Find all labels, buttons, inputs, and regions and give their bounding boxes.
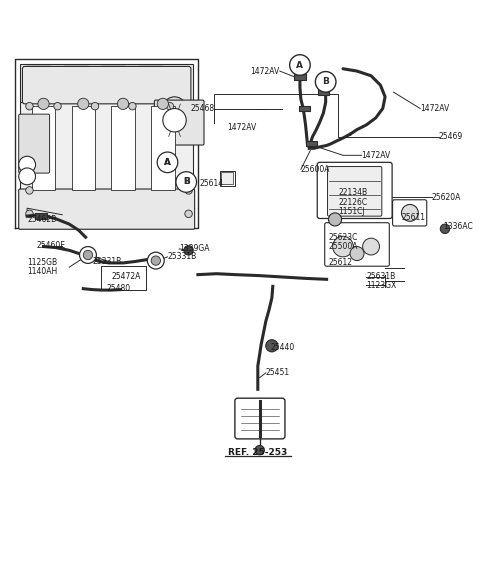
FancyBboxPatch shape [23,66,191,104]
FancyBboxPatch shape [155,100,204,145]
Circle shape [26,102,33,110]
Circle shape [401,204,418,222]
Text: A: A [164,158,171,167]
Circle shape [157,152,178,173]
Circle shape [185,187,192,194]
Circle shape [440,224,450,233]
Bar [299,106,310,111]
Circle shape [38,98,49,110]
Text: 25631B: 25631B [366,273,396,282]
Circle shape [19,156,36,173]
Circle shape [118,98,129,110]
Bar [35,213,47,219]
Text: A: A [297,61,303,69]
Circle shape [78,98,89,110]
Circle shape [163,108,186,132]
Bar [151,106,175,190]
Circle shape [91,102,99,110]
FancyBboxPatch shape [327,166,382,216]
Text: 25600A: 25600A [301,165,330,174]
FancyBboxPatch shape [19,189,195,229]
Text: 25623C: 25623C [329,233,358,242]
Text: 1472AV: 1472AV [362,151,391,160]
Circle shape [83,250,93,260]
Bar [318,89,329,95]
FancyBboxPatch shape [25,66,53,99]
Circle shape [266,340,278,352]
Circle shape [129,102,136,110]
Text: 1472AV: 1472AV [227,123,256,132]
Bar [20,64,193,102]
FancyBboxPatch shape [137,66,165,99]
Text: 25472A: 25472A [111,273,141,282]
Ellipse shape [158,97,191,144]
Circle shape [362,238,380,255]
Text: 25462B: 25462B [27,215,56,224]
Text: B: B [322,77,329,86]
Circle shape [184,245,193,255]
Bar [220,171,235,186]
Circle shape [147,252,164,269]
Text: B: B [183,177,190,186]
Text: 1472AV: 1472AV [251,66,280,76]
Text: 1125GB: 1125GB [27,258,57,268]
Text: 1123GX: 1123GX [366,281,396,290]
Text: 25614: 25614 [200,179,224,188]
Circle shape [80,247,96,264]
Text: 1472AV: 1472AV [420,104,449,113]
Circle shape [19,168,36,185]
Text: 1151CJ: 1151CJ [338,207,365,216]
Circle shape [26,187,33,194]
Circle shape [151,256,160,265]
FancyBboxPatch shape [100,66,128,99]
Circle shape [157,98,168,110]
Text: 25469: 25469 [439,132,463,141]
Circle shape [26,210,33,218]
Text: 25500A: 25500A [329,242,359,251]
Bar [306,141,317,147]
Circle shape [350,247,364,261]
Bar [72,106,95,190]
Circle shape [176,172,196,193]
Circle shape [185,210,192,218]
Circle shape [328,213,342,226]
Bar [221,172,233,185]
Text: REF. 25-253: REF. 25-253 [228,448,288,457]
Text: 25620A: 25620A [432,193,461,202]
Text: 1339GA: 1339GA [179,244,210,253]
Text: 22126C: 22126C [338,198,367,207]
Text: 1336AC: 1336AC [444,222,473,231]
FancyBboxPatch shape [317,162,392,219]
Circle shape [255,445,264,455]
Circle shape [166,102,174,110]
Text: B: B [183,177,190,186]
Circle shape [315,72,336,92]
Text: 25612: 25612 [329,258,353,268]
FancyBboxPatch shape [235,398,285,439]
Text: 25611: 25611 [401,212,425,222]
Text: 25451: 25451 [266,369,290,377]
Bar [32,106,55,190]
Text: 25331B: 25331B [93,257,122,266]
Text: A: A [164,158,171,167]
Text: 25331B: 25331B [168,252,197,261]
Text: 25468: 25468 [190,104,214,113]
Text: 22134B: 22134B [338,188,367,197]
Bar [294,74,306,80]
Bar [111,106,135,190]
Circle shape [333,236,353,257]
FancyBboxPatch shape [325,223,389,266]
Text: 25440: 25440 [270,343,295,352]
Circle shape [54,102,61,110]
FancyBboxPatch shape [19,114,49,173]
FancyBboxPatch shape [393,200,427,226]
Bar [20,102,193,228]
Text: 25480: 25480 [107,284,131,293]
FancyBboxPatch shape [101,266,145,290]
Text: 1140AH: 1140AH [27,267,58,276]
FancyBboxPatch shape [62,66,90,99]
Circle shape [289,55,310,76]
Text: 25460E: 25460E [36,241,65,250]
